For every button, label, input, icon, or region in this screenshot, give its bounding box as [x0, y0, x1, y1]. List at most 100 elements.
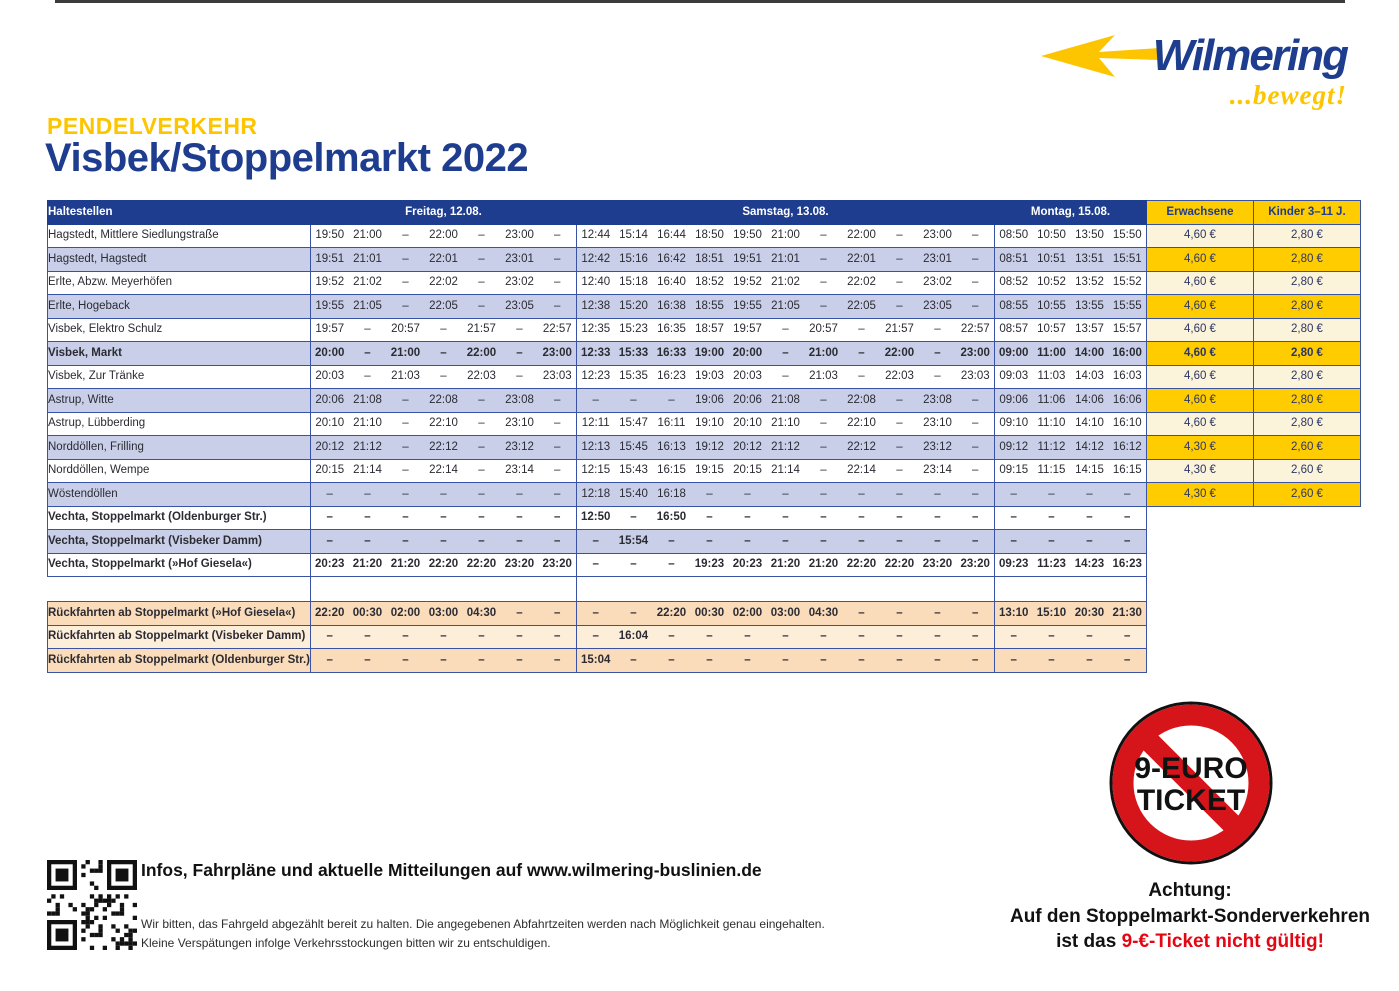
table-row: Wöstendöllen – – – – – – –12:18 15:40 16:18– – – – – –…	[47, 482, 1361, 507]
time-cell: 00:30	[690, 601, 729, 626]
time-cell: 21:03	[804, 364, 843, 389]
time-cell: 15:51	[1108, 247, 1147, 272]
time-cell: –	[424, 364, 463, 389]
time-cell: –	[348, 624, 387, 649]
fare-column-header-1: Kinder 3–11 J.	[1252, 200, 1361, 225]
time-cell: 12:44	[575, 223, 615, 248]
return-row: Rückfahrten ab Stoppelmarkt (Oldenburger…	[47, 648, 1361, 673]
time-cell: –	[880, 294, 919, 319]
time-cell: 22:12	[424, 435, 463, 460]
fare-empty-cell	[1146, 625, 1254, 649]
time-cell: 12:13	[575, 435, 615, 460]
footer-note-line2: Kleine Verspätungen infolge Verkehrsstoc…	[141, 935, 551, 950]
table-row: Visbek, Elektro Schulz 19:57–20:57–21:57–…	[47, 317, 1361, 342]
fare-cell: 2,80 €	[1252, 317, 1361, 342]
time-cell: –	[538, 624, 577, 649]
fare-empty-cell	[1253, 625, 1361, 649]
time-cell: 23:02	[918, 270, 957, 295]
time-cell: 15:43	[614, 458, 653, 483]
time-cell: 15:54	[614, 529, 653, 554]
time-cell: –	[462, 435, 501, 460]
time-cell: 12:35	[575, 317, 615, 342]
table-row: Erlte, Hogeback 19:55 21:05–22:05–23:05–12…	[47, 294, 1361, 319]
fare-empty-cell	[1146, 529, 1254, 553]
time-cell: –	[424, 624, 463, 649]
time-cell: 18:55	[690, 294, 729, 319]
fare-cell: 2,80 €	[1252, 388, 1361, 413]
time-cell: –	[500, 482, 539, 507]
time-cell: 19:03	[690, 364, 729, 389]
time-cell: 13:50	[1070, 223, 1109, 248]
time-cell: –	[993, 505, 1033, 530]
time-cell: –	[728, 648, 767, 673]
time-cell: –	[804, 223, 843, 248]
stop-cell: Visbek, Zur Tränke	[47, 364, 311, 389]
fare-cell: 4,60 €	[1145, 247, 1254, 272]
time-cell: 16:38	[652, 294, 691, 319]
time-cell: 21:08	[766, 388, 805, 413]
time-cell: –	[690, 648, 729, 673]
time-cell: 23:02	[500, 270, 539, 295]
time-cell: 19:06	[690, 388, 729, 413]
time-cell: 20:06	[309, 388, 349, 413]
time-cell: 19:12	[690, 435, 729, 460]
fare-empty-cell	[1146, 601, 1254, 625]
time-cell: 23:20	[500, 552, 539, 577]
time-cell: 23:12	[918, 435, 957, 460]
time-cell: 22:10	[842, 411, 881, 436]
time-cell: 23:01	[918, 247, 957, 272]
table-row: Erlte, Abzw. Meyerhöfen 19:52 21:02–22:02–…	[47, 270, 1361, 295]
time-cell: –	[424, 482, 463, 507]
time-cell: 08:55	[993, 294, 1033, 319]
time-cell: 23:00	[956, 341, 995, 366]
spacer-row	[47, 576, 1361, 602]
time-cell: 10:52	[1032, 270, 1071, 295]
time-cell: 22:10	[424, 411, 463, 436]
time-cell: 09:23	[993, 552, 1033, 577]
table-row: Hagstedt, Hagstedt 19:51 21:01–22:01–23:01…	[47, 247, 1361, 272]
logo-arrow-icon	[1040, 35, 1159, 77]
time-cell: –	[538, 505, 577, 530]
time-cell: 19:57	[309, 317, 349, 342]
time-cell: 10:57	[1032, 317, 1071, 342]
footer-info-line: Infos, Fahrpläne und aktuelle Mitteilung…	[141, 860, 762, 880]
time-cell: 12:50	[575, 505, 615, 530]
time-cell: 14:06	[1070, 388, 1109, 413]
time-cell: 20:03	[309, 364, 349, 389]
time-cell: 11:00	[1032, 341, 1071, 366]
time-cell: 23:00	[538, 341, 577, 366]
time-cell: 14:03	[1070, 364, 1109, 389]
time-cell: 15:23	[614, 317, 653, 342]
time-cell: –	[842, 341, 881, 366]
time-cell: –	[538, 411, 577, 436]
time-cell: 22:12	[842, 435, 881, 460]
time-cell: –	[728, 529, 767, 554]
time-cell: –	[1070, 482, 1109, 507]
time-cell: –	[386, 435, 425, 460]
fare-empty-cell	[1253, 506, 1361, 530]
time-cell: 15:50	[1108, 223, 1147, 248]
time-cell: –	[804, 247, 843, 272]
time-cell: 16:50	[652, 505, 691, 530]
time-cell: –	[652, 624, 691, 649]
table-row: Vechta, Stoppelmarkt (Oldenburger Str.) –…	[47, 505, 1361, 530]
time-cell: –	[993, 529, 1033, 554]
top-border-line	[55, 0, 1345, 3]
fare-cell: 2,80 €	[1252, 411, 1361, 436]
fare-column-header-0: Erwachsene	[1145, 200, 1254, 225]
time-cell: 12:11	[575, 411, 615, 436]
fare-empty-cell	[1253, 601, 1361, 625]
fare-empty-cell	[1253, 648, 1361, 672]
time-cell: –	[918, 317, 957, 342]
time-cell: –	[348, 505, 387, 530]
time-cell: –	[804, 529, 843, 554]
time-cell: 21:05	[348, 294, 387, 319]
time-cell: –	[652, 552, 691, 577]
time-cell: –	[690, 482, 729, 507]
fare-empty-cell	[1146, 506, 1254, 530]
time-cell: 16:04	[614, 624, 653, 649]
fare-empty-cell	[1146, 576, 1254, 602]
time-cell: 15:57	[1108, 317, 1147, 342]
time-cell: 02:00	[728, 601, 767, 626]
time-cell: –	[766, 341, 805, 366]
